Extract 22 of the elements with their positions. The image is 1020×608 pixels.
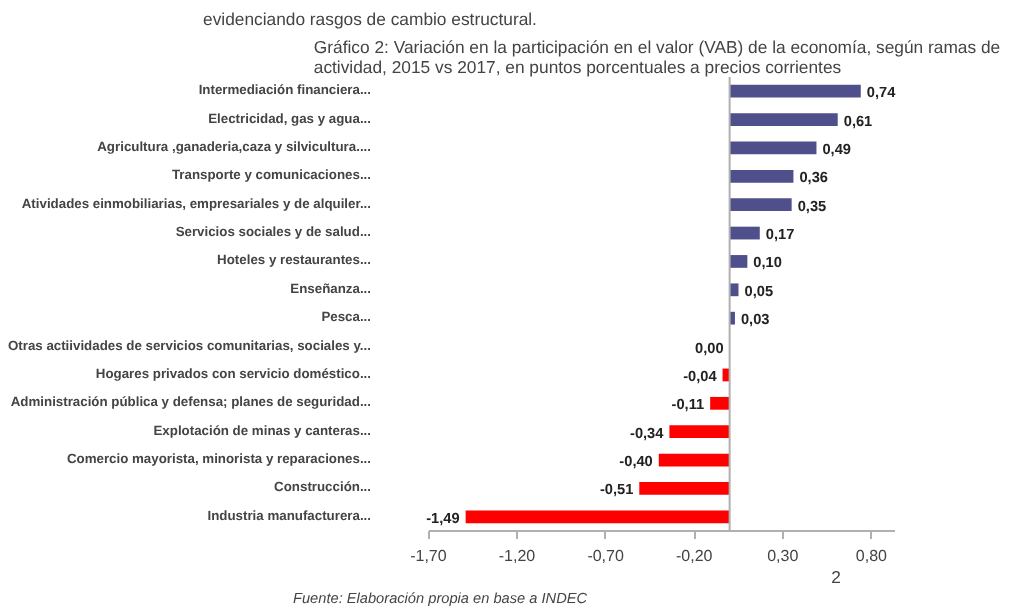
bar <box>729 113 838 126</box>
bar <box>729 283 739 297</box>
bar <box>729 198 792 212</box>
bar <box>669 425 730 439</box>
bar <box>658 453 730 467</box>
chart-title: Gráfico 2: Variación en la participación en el valor (VAB) de la economía, según ramas de actividad, 2015 vs 2017, en puntos porcentuales a precios corrientes <box>313 37 1001 77</box>
x-tick-label: -1,20 <box>498 547 537 565</box>
bar <box>710 396 730 410</box>
x-tick-label: 0,80 <box>855 547 889 565</box>
text: 2 <box>831 567 842 587</box>
bar <box>729 169 794 183</box>
bar <box>729 141 817 155</box>
bar <box>729 84 861 98</box>
bar <box>729 226 760 240</box>
bar <box>729 255 748 268</box>
x-tick-label: -0,20 <box>675 547 714 565</box>
x-tick-label: -1,70 <box>410 547 448 565</box>
bar <box>465 510 730 524</box>
text: evidenciando rasgos de cambio estructural. <box>203 9 537 29</box>
x-tick-label: 0,30 <box>767 547 800 565</box>
bar <box>639 482 730 495</box>
x-tick-label: -0,70 <box>587 547 625 565</box>
